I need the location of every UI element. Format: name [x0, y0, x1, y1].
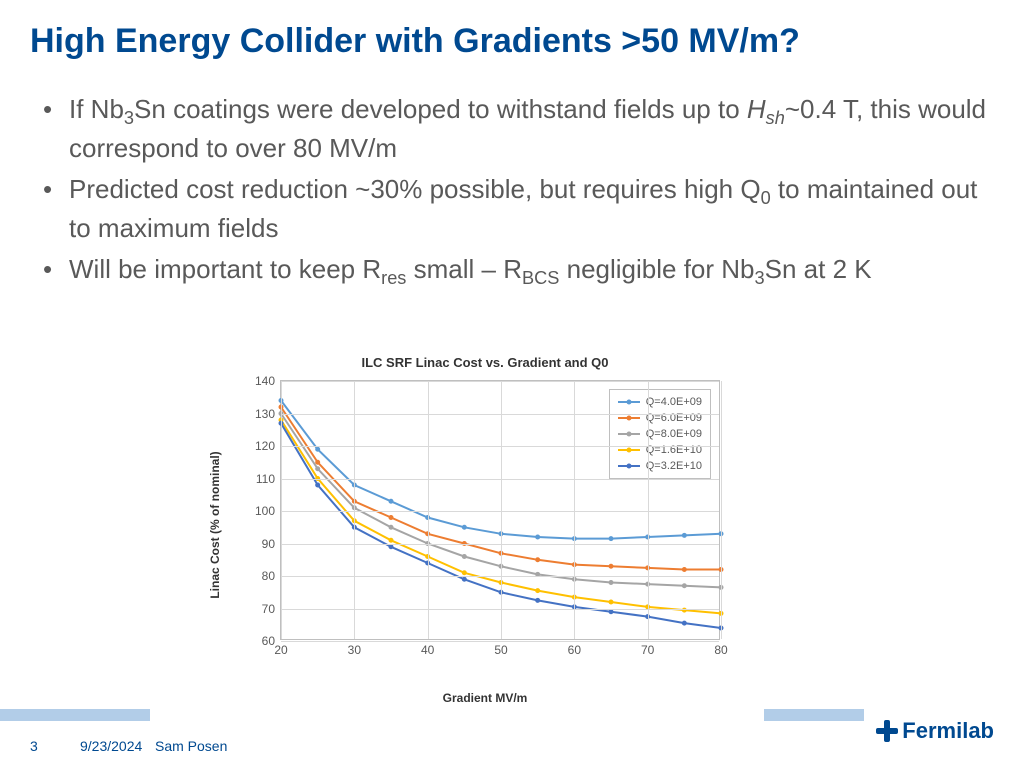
footer-date: 9/23/2024: [80, 738, 142, 754]
chart-plot-area: Q=4.0E+09Q=6.0E+09Q=8.0E+09Q=1.6E+10Q=3.…: [280, 380, 720, 640]
chart-ylabel: Linac Cost (% of nominal): [208, 451, 222, 598]
bullet-3: Will be important to keep Rres small – R…: [35, 252, 994, 291]
fermilab-icon: [876, 720, 898, 742]
cost-chart: ILC SRF Linac Cost vs. Gradient and Q0 L…: [220, 355, 750, 695]
chart-legend: Q=4.0E+09Q=6.0E+09Q=8.0E+09Q=1.6E+10Q=3.…: [609, 389, 711, 479]
bullet-list: If Nb3Sn coatings were developed to with…: [35, 92, 994, 296]
chart-xlabel: Gradient MV/m: [220, 691, 750, 705]
bullet-2: Predicted cost reduction ~30% possible, …: [35, 172, 994, 246]
slide-title: High Energy Collider with Gradients >50 …: [30, 22, 800, 61]
page-number: 3: [30, 738, 38, 754]
bullet-1: If Nb3Sn coatings were developed to with…: [35, 92, 994, 166]
fermilab-logo: Fermilab: [876, 718, 994, 744]
footer-author: Sam Posen: [155, 738, 227, 754]
footer-bar-left: [0, 709, 150, 721]
chart-title: ILC SRF Linac Cost vs. Gradient and Q0: [220, 355, 750, 370]
footer-bar-right: [764, 709, 864, 721]
